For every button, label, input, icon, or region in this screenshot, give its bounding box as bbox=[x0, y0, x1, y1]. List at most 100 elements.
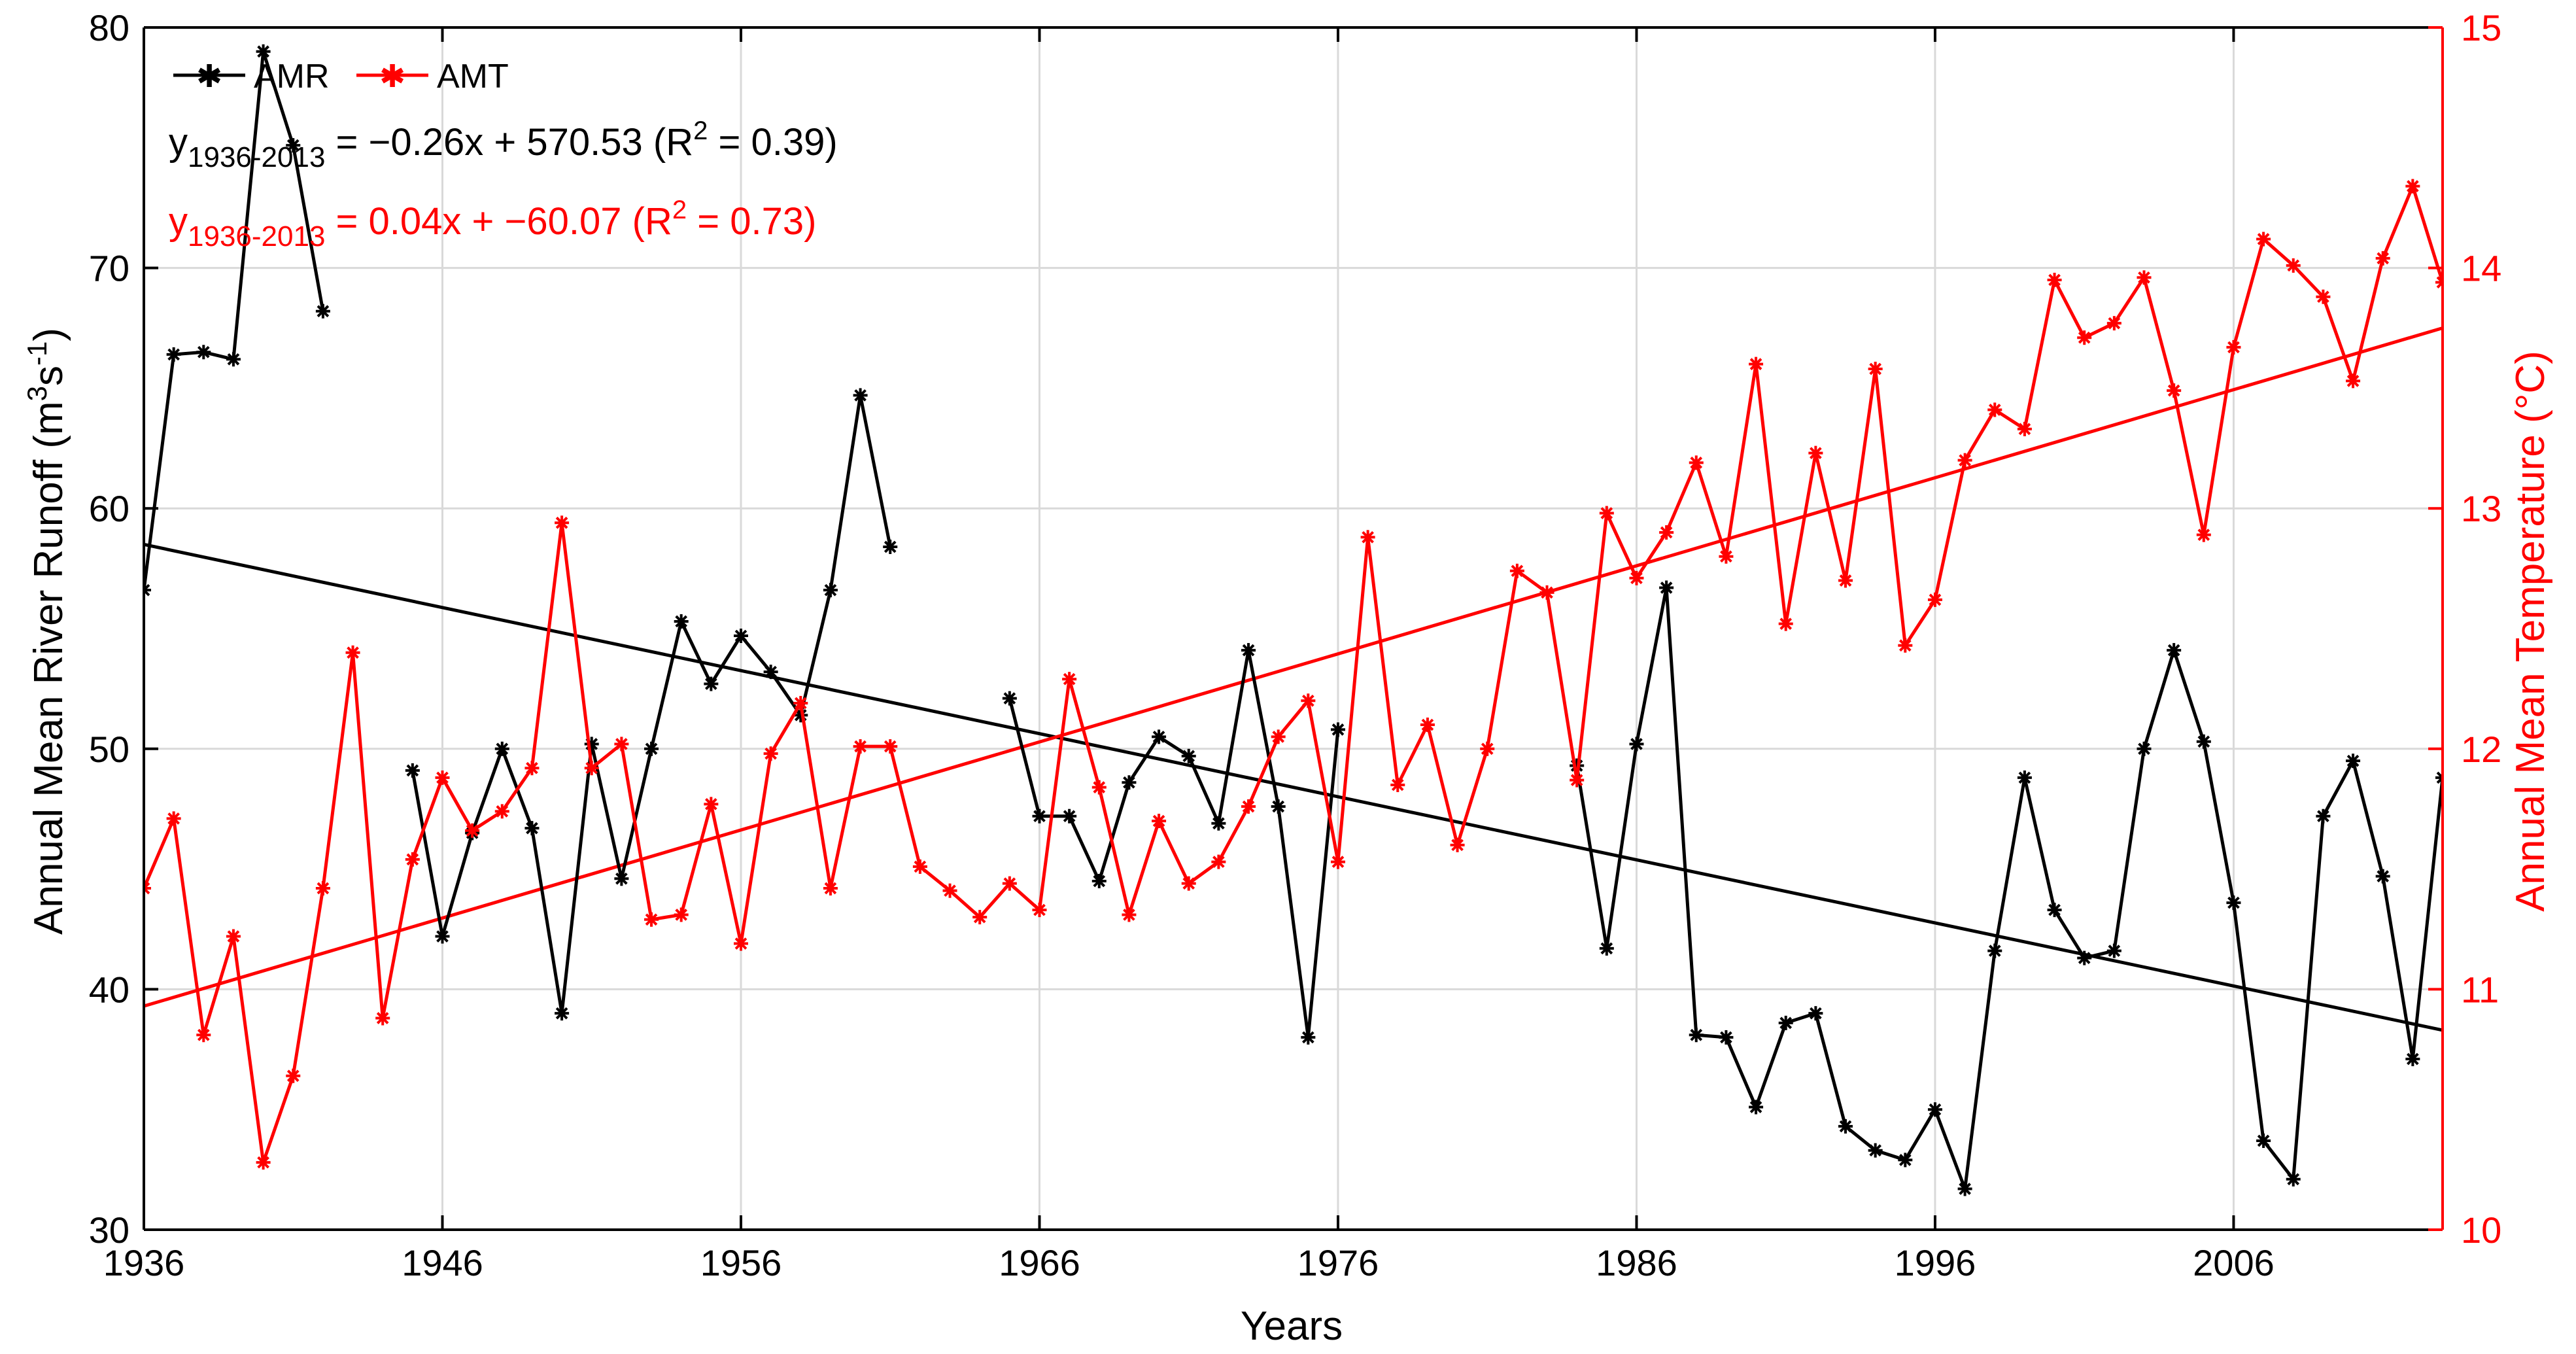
amr-data-point bbox=[2226, 895, 2241, 911]
amt-marker-stroke bbox=[1570, 774, 1583, 786]
amr-data-point bbox=[2077, 950, 2092, 965]
x-tick-label: 1986 bbox=[1596, 1242, 1677, 1283]
amt-marker-stroke bbox=[1421, 718, 1434, 731]
amr-data-point bbox=[2137, 741, 2152, 756]
amt-data-point bbox=[2316, 289, 2331, 304]
amt-data-point bbox=[763, 746, 778, 761]
amr-marker-stroke bbox=[2436, 771, 2443, 780]
y-left-tick-label: 80 bbox=[89, 7, 129, 48]
amt-data-point bbox=[614, 737, 629, 752]
amr-data-point bbox=[1301, 1030, 1316, 1045]
equation-amr: y1936-2013 = −0.26x + 570.53 (R2 = 0.39) bbox=[169, 116, 838, 173]
amr-marker-stroke bbox=[1988, 945, 2001, 957]
y-right-tick-label: 15 bbox=[2461, 7, 2501, 48]
amt-marker-stroke bbox=[1929, 593, 1942, 606]
amr-data-point bbox=[435, 929, 450, 944]
amr-marker-stroke bbox=[1630, 738, 1643, 750]
amt-trend-line bbox=[143, 326, 2443, 1008]
amr-data-point bbox=[2196, 734, 2211, 749]
amr-marker-stroke bbox=[2436, 776, 2443, 784]
amt-marker-stroke bbox=[1869, 362, 1881, 375]
amr-data-point bbox=[614, 871, 629, 886]
amt-marker-stroke bbox=[1212, 856, 1225, 868]
amr-data-point bbox=[2017, 770, 2032, 785]
amr-data-point bbox=[823, 583, 838, 598]
amt-marker-stroke bbox=[2167, 384, 2180, 397]
amt-data-point bbox=[1301, 693, 1316, 708]
amr-data-point bbox=[733, 629, 748, 644]
amr-marker-stroke bbox=[1779, 1016, 1793, 1030]
amt-marker-stroke bbox=[2048, 273, 2061, 286]
amr-data-point bbox=[704, 676, 719, 691]
y-axis-left-title: Annual Mean River Runoff (m3s-1) bbox=[22, 328, 71, 935]
amr-marker-stroke bbox=[1720, 1031, 1732, 1044]
amt-data-point bbox=[1898, 638, 1913, 653]
amt-marker-stroke bbox=[1541, 586, 1553, 599]
amt-marker-stroke bbox=[824, 882, 837, 895]
amt-marker-stroke bbox=[2257, 233, 2270, 245]
amr-marker-stroke bbox=[1093, 875, 1106, 888]
amr-data-point bbox=[2435, 770, 2443, 785]
amt-data-point bbox=[912, 859, 927, 874]
amr-data-point bbox=[1749, 1100, 1764, 1115]
y-left-tick-label: 70 bbox=[89, 248, 129, 289]
amt-marker-stroke bbox=[2377, 252, 2390, 265]
amt-data-point bbox=[2405, 179, 2420, 194]
amt-marker-stroke bbox=[1242, 800, 1255, 813]
amr-marker-stroke bbox=[1331, 723, 1345, 736]
amt-data-point bbox=[1360, 530, 1375, 545]
amt-data-point bbox=[1599, 506, 1614, 521]
amr-data-point bbox=[883, 540, 898, 555]
amt-marker-stroke bbox=[1362, 530, 1374, 544]
amt-marker-stroke bbox=[144, 886, 150, 895]
amt-marker-stroke bbox=[1660, 526, 1673, 539]
amr-marker-stroke bbox=[1182, 750, 1195, 763]
amr-marker-stroke bbox=[197, 345, 210, 358]
amt-marker-stroke bbox=[466, 824, 479, 837]
amr-marker-stroke bbox=[2138, 742, 2150, 755]
amt-data-point bbox=[2017, 421, 2032, 436]
y-right-tick-label: 13 bbox=[2461, 488, 2501, 529]
amr-marker-stroke bbox=[1749, 1101, 1762, 1113]
amt-data-point bbox=[1390, 777, 1405, 792]
amr-data-point bbox=[2256, 1133, 2271, 1148]
amt-marker-stroke bbox=[1152, 814, 1165, 827]
x-tick-label: 1936 bbox=[103, 1242, 185, 1283]
amt-marker-stroke bbox=[914, 860, 927, 873]
amt-marker-stroke bbox=[1182, 877, 1195, 890]
amt-data-point bbox=[494, 804, 509, 819]
amr-data-point bbox=[1152, 729, 1167, 744]
amt-data-point bbox=[2435, 275, 2443, 290]
amt-marker-stroke bbox=[2317, 290, 2329, 304]
amr-marker-stroke bbox=[2108, 945, 2121, 957]
amt-marker-stroke bbox=[555, 516, 568, 529]
amr-marker-stroke bbox=[1929, 1103, 1942, 1116]
amr-data-point bbox=[2286, 1172, 2301, 1187]
amr-marker-stroke bbox=[2407, 1052, 2419, 1066]
amt-marker-stroke bbox=[645, 913, 658, 926]
amt-marker-stroke bbox=[257, 1156, 269, 1169]
amt-marker-stroke bbox=[2138, 271, 2150, 284]
amt-data-point bbox=[1749, 356, 1764, 372]
amr-data-point bbox=[1957, 1181, 1972, 1196]
x-tick-label: 1976 bbox=[1297, 1242, 1379, 1283]
y-axis-right-title: Annual Mean Temperature (°C) bbox=[2508, 351, 2553, 912]
amr-data-point bbox=[2106, 943, 2121, 958]
amt-marker-stroke bbox=[317, 882, 330, 895]
amt-data-point bbox=[1062, 672, 1077, 687]
amt-data-point bbox=[1987, 402, 2002, 417]
y-right-tick-label: 10 bbox=[2461, 1209, 2501, 1251]
y-left-title-sup2: -1 bbox=[22, 341, 52, 366]
amt-data-point bbox=[674, 907, 689, 922]
amr-data-point bbox=[1330, 722, 1345, 737]
amt-data-point bbox=[1570, 772, 1585, 788]
amr-data-point bbox=[555, 1006, 570, 1021]
amt-marker-stroke bbox=[675, 909, 688, 921]
amt-data-point bbox=[1539, 585, 1554, 600]
amt-marker-stroke bbox=[1600, 507, 1613, 519]
amt-data-point bbox=[793, 695, 808, 710]
amr-marker-stroke bbox=[1959, 1183, 1971, 1195]
amr-marker-stroke bbox=[2078, 952, 2091, 964]
amt-data-point bbox=[465, 823, 480, 838]
amr-marker-stroke bbox=[496, 742, 509, 755]
